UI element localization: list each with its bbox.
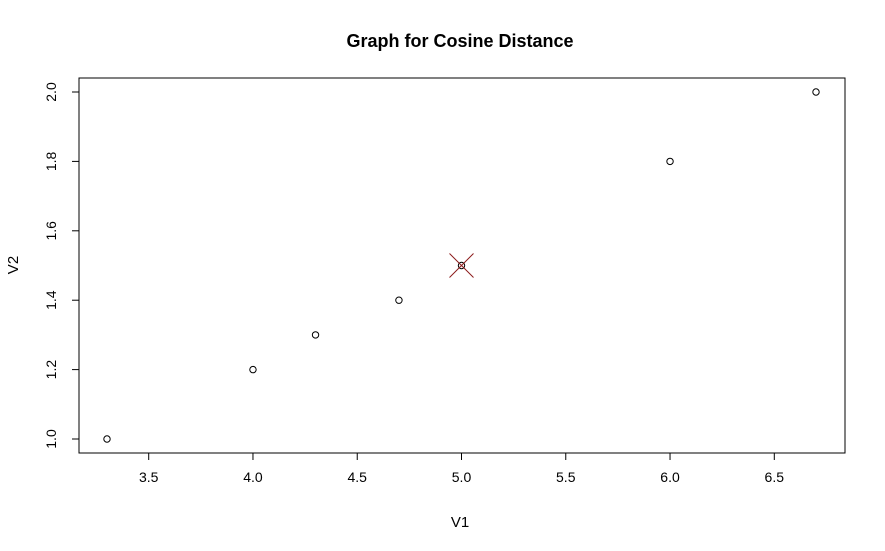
data-point (457, 261, 466, 270)
x-tick-label: 4.0 (243, 469, 263, 485)
data-point (666, 157, 674, 166)
x-tick-label: 5.0 (452, 469, 472, 485)
y-tick-label: 1.0 (43, 429, 59, 449)
y-tick-label: 1.8 (43, 151, 59, 171)
data-point (249, 365, 257, 374)
x-axis: 3.5 4.0 4.5 5.0 5.5 6.0 6.5 (139, 452, 785, 485)
y-tick-label: 1.4 (43, 290, 59, 310)
data-point (311, 331, 320, 339)
y-tick-label: 2.0 (43, 82, 59, 102)
x-tick-label: 4.5 (348, 469, 368, 485)
y-axis-label: V2 (5, 256, 22, 274)
x-tick-label: 6.0 (660, 469, 680, 485)
data-point (395, 296, 403, 304)
highlight-marker (449, 253, 474, 278)
y-axis: 1.0 1.2 1.4 1.6 1.8 2.0 (43, 82, 80, 449)
x-tick-label: 5.5 (556, 469, 576, 485)
x-tick-label: 6.5 (765, 469, 785, 485)
chart-title: Graph for Cosine Distance (346, 31, 573, 51)
x-tick-label: 3.5 (139, 469, 159, 485)
data-point (103, 435, 111, 443)
data-points (103, 88, 820, 443)
x-axis-label: V1 (451, 514, 469, 531)
data-point (812, 88, 820, 96)
y-tick-label: 1.2 (43, 360, 59, 380)
y-tick-label: 1.6 (43, 221, 59, 241)
highlight-cross-line (449, 253, 474, 278)
